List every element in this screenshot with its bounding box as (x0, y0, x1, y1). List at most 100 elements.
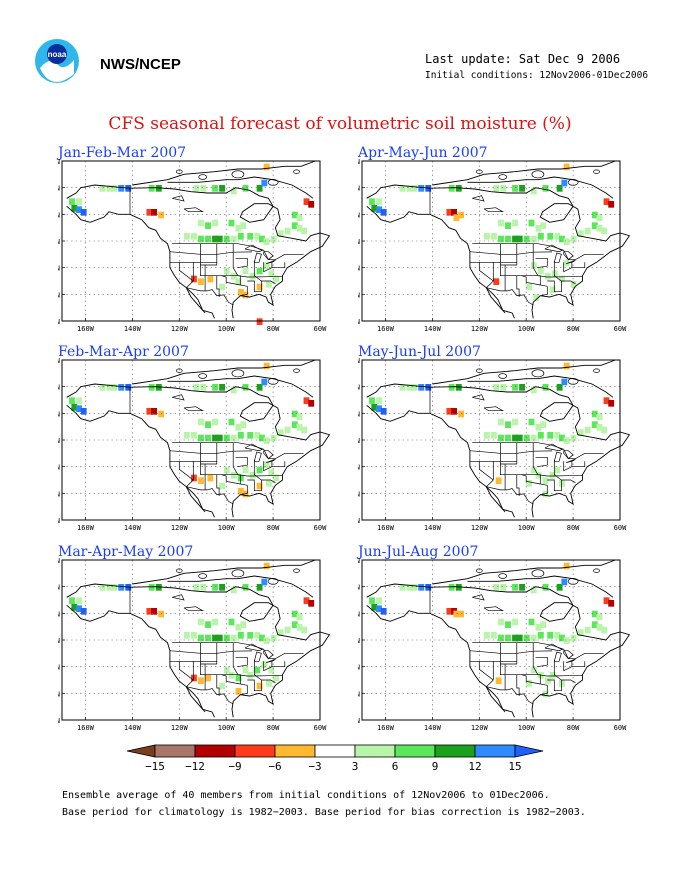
coastline (485, 287, 515, 319)
island-outline (293, 169, 300, 174)
soil-anomaly-cell (523, 235, 530, 243)
soil-anomaly-cell (261, 179, 268, 187)
border-line (500, 265, 548, 287)
border-line (178, 461, 194, 481)
soil-anomaly-cell (256, 318, 263, 325)
border-line (540, 685, 548, 696)
lat-tick-label: 60N (58, 410, 60, 418)
border-line (540, 286, 548, 297)
soil-anomaly-cell (270, 634, 277, 642)
soil-anomaly-cell (263, 238, 270, 245)
lat-tick-label: 40N (358, 464, 360, 472)
soil-anomaly-cell (212, 434, 218, 442)
lat-tick-label: 50N (358, 437, 360, 445)
border-line (521, 275, 541, 286)
lat-tick-label: 50N (58, 238, 60, 246)
border-line (232, 243, 283, 278)
soil-anomaly-cell (212, 185, 218, 192)
soil-anomaly-cell (235, 278, 242, 285)
border-line (571, 661, 586, 668)
lon-tick-label: 160W (77, 724, 95, 732)
soil-anomaly-cell (526, 283, 533, 291)
soil-anomaly-cell (111, 185, 118, 192)
border-line (478, 461, 494, 481)
soil-anomaly-cell (80, 608, 87, 615)
lake-outline (244, 643, 264, 652)
border-line (532, 642, 583, 677)
soil-anomaly-cell (577, 230, 584, 237)
soil-anomaly-cell (535, 225, 542, 232)
soil-anomaly-cell (512, 434, 518, 442)
soil-anomaly-cell (458, 610, 465, 618)
border-line (186, 287, 234, 306)
colorbar-swatch (194, 744, 236, 758)
soil-anomaly-cell (256, 384, 263, 391)
border-line (261, 479, 276, 484)
lon-tick-label: 120W (471, 724, 489, 732)
soil-anomaly-cell (193, 384, 200, 391)
soil-anomaly-cell (216, 235, 223, 243)
coastline (132, 359, 316, 385)
soil-anomaly-cell (256, 682, 263, 690)
soil-anomaly-cell (71, 205, 78, 212)
colorbar-swatch (154, 744, 196, 758)
soil-anomaly-cell (263, 262, 270, 269)
soil-anomaly-cell (268, 469, 275, 476)
lat-tick-label: 80N (58, 158, 60, 166)
soil-anomaly-cell (230, 634, 237, 642)
soil-anomaly-cell (376, 605, 382, 612)
coastline (66, 205, 206, 314)
lat-tick-label: 60N (358, 410, 360, 418)
soil-anomaly-cell (277, 429, 284, 436)
soil-anomaly-cell (284, 626, 291, 634)
coastline (167, 176, 314, 199)
soil-anomaly-cell (247, 632, 254, 639)
soil-anomaly-cell (418, 584, 425, 591)
colorbar-tick-label: −9 (228, 760, 241, 773)
coastline (485, 686, 515, 718)
soil-anomaly-cell (601, 626, 608, 634)
soil-anomaly-cell (547, 632, 554, 639)
lat-tick-label: 60N (358, 211, 360, 219)
soil-anomaly-cell (498, 418, 504, 426)
soil-anomaly-cell (512, 584, 518, 591)
soil-anomaly-cell (256, 185, 263, 192)
border-line (235, 456, 248, 468)
soil-anomaly-cell (411, 185, 418, 192)
soil-anomaly-cell (216, 434, 223, 442)
soil-anomaly-cell (544, 273, 551, 280)
border-line (571, 262, 586, 269)
colorbar-tick-label: 9 (432, 760, 439, 773)
colorbar-swatch (234, 744, 276, 758)
lake-outline (253, 651, 262, 662)
soil-anomaly-cell (240, 222, 247, 229)
soil-anomaly-cell (198, 219, 204, 227)
soil-anomaly-cell (158, 410, 165, 418)
border-line (486, 686, 534, 705)
soil-moisture-map: 80N 70N 60N 50N 40N 30N 20N 160W 140W 120W 100W 80W… (358, 158, 631, 333)
island-outline (175, 169, 183, 174)
lat-tick-label: 70N (58, 384, 60, 392)
soil-anomaly-cell (554, 233, 561, 240)
soil-anomaly-cell (516, 634, 523, 642)
soil-anomaly-cell (212, 634, 218, 642)
lon-tick-label: 80W (567, 724, 580, 732)
soil-anomaly-cell (240, 621, 247, 628)
soil-anomaly-cell (446, 408, 453, 415)
soil-anomaly-cell (570, 434, 577, 442)
initial-conditions-text: Initial conditions: 12Nov2006-01Dec2006 (425, 70, 649, 81)
soil-anomaly-cell (198, 418, 204, 426)
soil-anomaly-cell (563, 437, 570, 444)
border-line (532, 243, 583, 278)
soil-anomaly-cell (256, 482, 263, 490)
island-outline (267, 377, 279, 385)
lat-tick-label: 20N (58, 517, 60, 525)
soil-anomaly-cell (376, 206, 382, 213)
forecast-panel-fma: Feb-Mar-Apr 2007 80N 70N 60N 50N 40N 30N 20N 16… (58, 344, 348, 534)
lon-tick-label: 100W (218, 724, 236, 732)
island-outline (593, 368, 600, 373)
soil-anomaly-cell (296, 214, 303, 221)
island-outline (293, 568, 300, 573)
soil-anomaly-cell (254, 632, 261, 639)
soil-anomaly-cell (266, 281, 272, 288)
